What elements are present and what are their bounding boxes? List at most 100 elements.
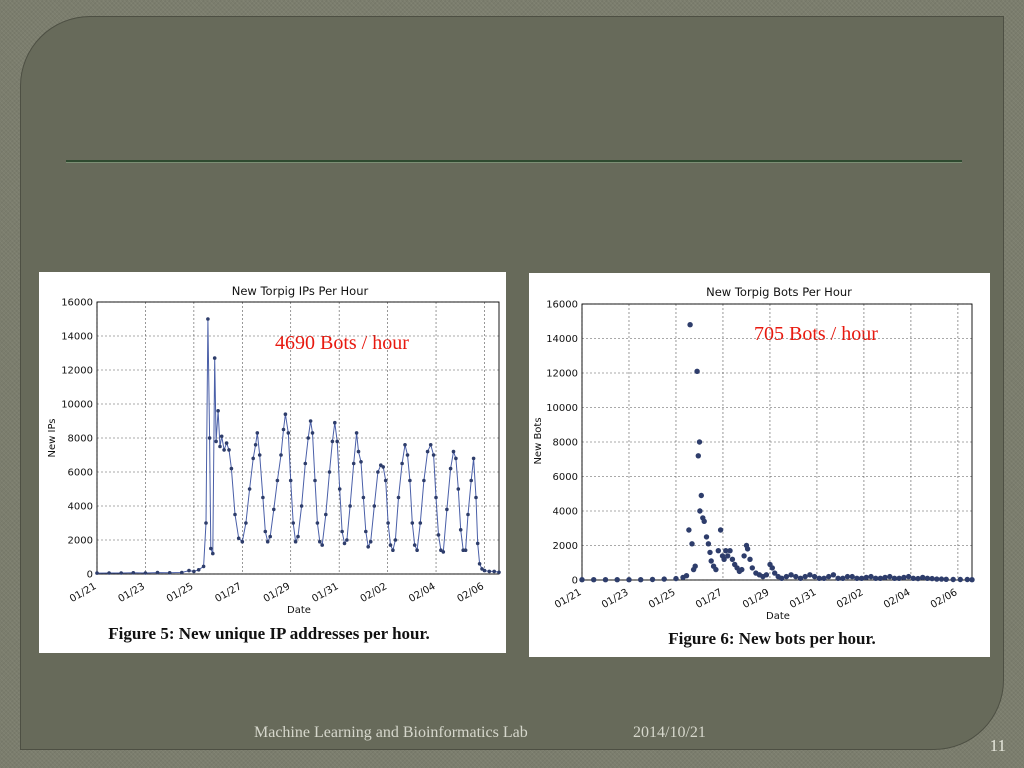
data-point — [626, 577, 632, 583]
data-point — [218, 444, 222, 449]
data-point — [487, 569, 492, 574]
data-point — [418, 521, 423, 525]
data-point — [783, 573, 790, 580]
data-point — [236, 536, 241, 541]
data-point — [687, 322, 693, 328]
data-point — [741, 553, 747, 559]
y-tick-label: 8000 — [553, 438, 578, 449]
x-axis-label: Date — [766, 611, 790, 622]
y-tick-label: 6000 — [553, 472, 578, 483]
data-point — [924, 575, 931, 581]
data-point — [840, 575, 846, 581]
data-point — [695, 453, 701, 459]
data-point — [772, 570, 778, 576]
data-point — [492, 569, 497, 574]
data-point — [816, 575, 822, 581]
data-point — [348, 504, 352, 508]
x-tick-label: 02/02 — [359, 581, 389, 605]
data-point — [342, 541, 347, 546]
data-point — [167, 571, 172, 575]
y-tick-label: 14000 — [546, 334, 578, 345]
data-point — [638, 577, 644, 583]
page-number: 11 — [989, 736, 1006, 755]
data-point — [204, 521, 208, 525]
data-point — [214, 439, 218, 444]
data-point — [721, 556, 727, 562]
data-point — [844, 573, 851, 580]
plot-frame — [96, 301, 500, 575]
data-point — [196, 568, 201, 572]
data-point — [579, 577, 585, 583]
data-point — [412, 543, 417, 547]
data-point — [950, 576, 956, 583]
data-point — [361, 495, 366, 500]
data-point — [744, 546, 751, 552]
figure-caption: Figure 6: New bots per hour. — [668, 629, 875, 648]
y-tick-label: 10000 — [61, 400, 93, 411]
data-point — [403, 443, 407, 447]
data-point — [614, 577, 620, 583]
data-point — [797, 575, 804, 581]
data-point — [471, 456, 476, 461]
data-point — [364, 529, 368, 534]
data-point — [854, 575, 860, 581]
data-point — [428, 443, 433, 447]
data-point — [155, 570, 160, 575]
data-point — [683, 573, 690, 579]
data-point — [475, 541, 480, 546]
data-point — [448, 466, 453, 471]
data-point — [466, 512, 470, 517]
data-point — [873, 575, 879, 581]
data-point — [969, 577, 975, 583]
y-tick-label: 16000 — [546, 300, 578, 311]
data-point — [366, 545, 371, 549]
data-point — [107, 571, 111, 575]
data-point — [345, 538, 349, 542]
footer-lab-name: Machine Learning and Bioinformatics Lab — [254, 724, 528, 741]
data-point — [216, 409, 220, 413]
data-point — [474, 495, 478, 500]
data-point — [288, 478, 293, 483]
data-point — [95, 571, 99, 575]
data-point — [849, 573, 855, 580]
data-point — [351, 461, 356, 466]
data-point — [422, 478, 426, 483]
data-point — [211, 551, 215, 556]
data-point — [340, 529, 344, 534]
data-point — [279, 453, 283, 457]
data-point — [410, 521, 415, 525]
data-point — [696, 439, 703, 445]
data-point — [891, 575, 898, 581]
data-point — [368, 539, 373, 544]
data-point — [308, 419, 313, 423]
data-point — [445, 507, 449, 512]
data-point — [227, 448, 231, 452]
rate-annotation: 705 Bots / hour — [754, 323, 878, 345]
data-point — [229, 466, 234, 471]
data-point — [717, 527, 724, 533]
data-point — [497, 570, 501, 575]
data-point — [372, 504, 377, 508]
data-point — [887, 573, 893, 580]
data-point — [272, 507, 276, 512]
data-point — [943, 576, 949, 582]
chart-title: New Torpig Bots Per Hour — [706, 285, 852, 299]
data-point — [303, 461, 308, 466]
data-point — [281, 427, 286, 432]
data-point — [802, 573, 808, 580]
data-point — [381, 465, 386, 469]
data-point — [689, 541, 695, 547]
figure-5-panel: New Torpig IPs Per Hour New IPs Date 469… — [39, 272, 506, 653]
data-point — [964, 576, 970, 583]
footer-date: 2014/10/21 — [633, 724, 706, 741]
data-point — [915, 575, 921, 582]
data-point — [244, 521, 248, 525]
data-point — [240, 539, 245, 544]
x-axis-label: Date — [287, 605, 311, 616]
x-tick-label: 01/31 — [310, 581, 340, 605]
data-point — [725, 553, 731, 559]
data-point — [692, 563, 698, 569]
data-point — [330, 439, 335, 444]
y-axis-label: New IPs — [47, 418, 58, 457]
data-point — [431, 453, 436, 457]
